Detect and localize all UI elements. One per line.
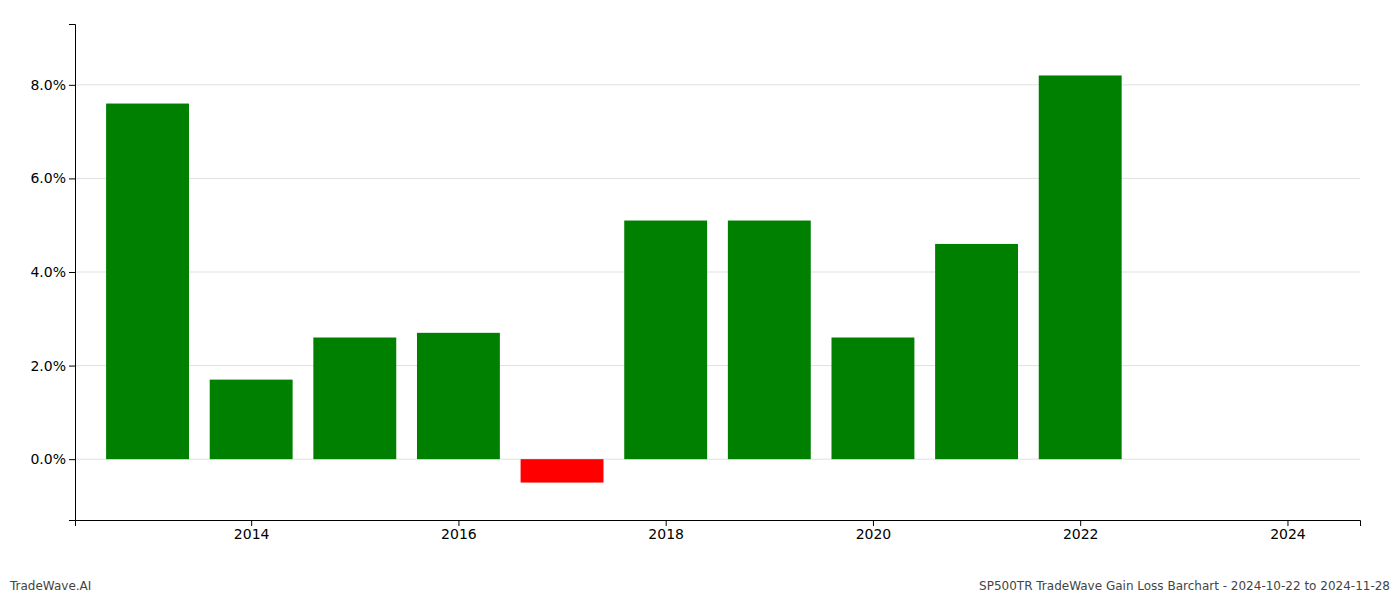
grid-line xyxy=(75,365,1360,366)
bar xyxy=(1039,75,1122,459)
bar xyxy=(935,244,1018,459)
y-tick-mark xyxy=(69,85,75,86)
y-axis-line xyxy=(69,25,76,521)
y-tick-label: 8.0% xyxy=(30,77,66,93)
x-tick: 2016 xyxy=(441,520,477,542)
y-tick: 0.0% xyxy=(30,451,75,467)
x-axis: 2014 2016 2018 2020 2022 2024 xyxy=(76,520,1361,542)
bar xyxy=(417,333,500,459)
y-tick: 2.0% xyxy=(30,358,75,374)
x-tick: 2022 xyxy=(1063,520,1099,542)
grid xyxy=(75,85,1360,459)
y-tick-label: 6.0% xyxy=(30,170,66,186)
chart: 2014 2016 2018 2020 2022 2024 0.0% 2.0% 4.0% 6.0%… xyxy=(0,0,1400,600)
y-tick-label: 4.0% xyxy=(30,264,66,280)
x-tick-label: 2014 xyxy=(234,526,270,542)
x-tick-label: 2018 xyxy=(648,526,684,542)
y-tick-label: 2.0% xyxy=(30,358,66,374)
grid-line xyxy=(75,272,1360,273)
bar xyxy=(210,380,293,460)
y-axis: 0.0% 2.0% 4.0% 6.0% 8.0% xyxy=(30,25,75,521)
x-tick: 2024 xyxy=(1270,520,1306,542)
bars xyxy=(106,75,1122,482)
y-tick-mark xyxy=(69,459,75,460)
x-tick-label: 2016 xyxy=(441,526,477,542)
x-tick-label: 2022 xyxy=(1063,526,1099,542)
x-tick-label: 2024 xyxy=(1270,526,1306,542)
y-tick: 4.0% xyxy=(30,264,75,280)
bar xyxy=(106,104,189,460)
footer-right: SP500TR TradeWave Gain Loss Barchart - 2… xyxy=(979,579,1390,593)
bar xyxy=(728,221,811,460)
grid-line xyxy=(75,84,1360,85)
bar xyxy=(521,459,604,482)
bar xyxy=(313,338,396,460)
footer-left: TradeWave.AI xyxy=(9,579,91,593)
plot: 2014 2016 2018 2020 2022 2024 0.0% 2.0% 4.0% 6.0%… xyxy=(30,25,1360,542)
x-tick: 2018 xyxy=(648,520,684,542)
y-tick-label: 0.0% xyxy=(30,451,66,467)
y-tick-mark xyxy=(69,178,75,179)
y-tick-mark xyxy=(69,366,75,367)
x-tick: 2014 xyxy=(234,520,270,542)
y-tick-mark xyxy=(69,272,75,273)
bar xyxy=(624,221,707,460)
grid-line xyxy=(75,178,1360,179)
bar xyxy=(831,338,914,460)
x-tick: 2020 xyxy=(856,520,892,542)
y-tick: 6.0% xyxy=(30,170,75,186)
x-tick-label: 2020 xyxy=(856,526,892,542)
y-tick: 8.0% xyxy=(30,77,75,93)
